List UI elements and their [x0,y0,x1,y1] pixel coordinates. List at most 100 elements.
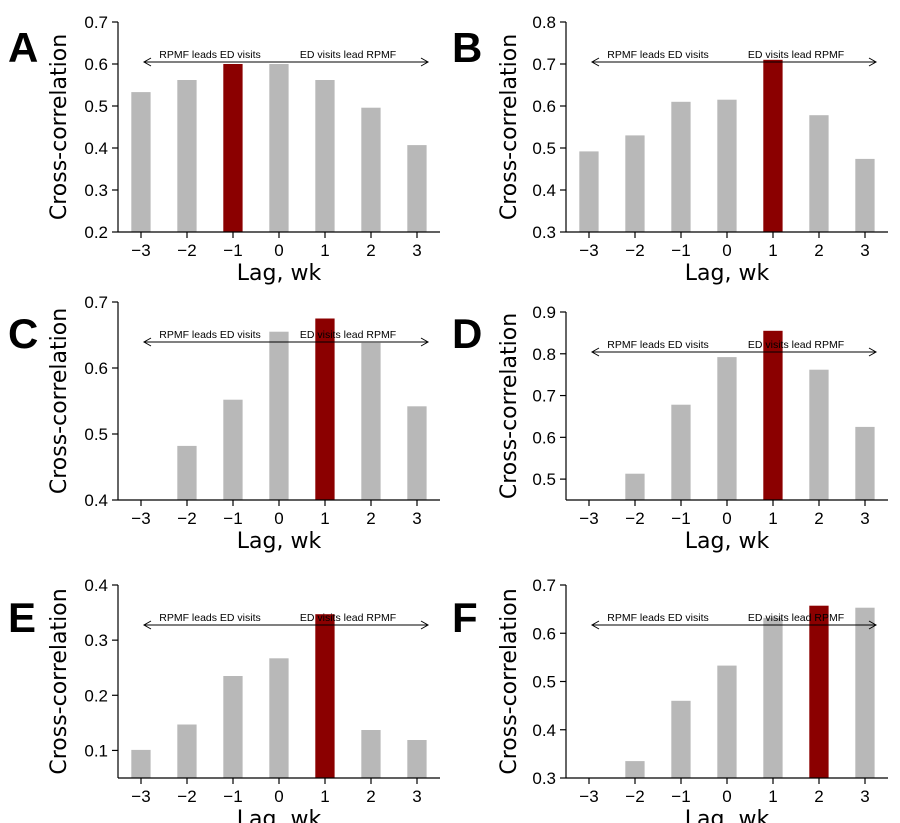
panel-letter: D [452,310,482,357]
y-tick-label: 0.3 [84,631,108,650]
annotation-right-text: ED visits lead RPMF [748,612,844,624]
y-tick-label: 0.7 [84,293,108,312]
bar [223,399,243,500]
x-tick-label: −2 [177,787,196,806]
bar [579,151,599,232]
bar [131,749,151,778]
x-axis-title: Lag, wk [237,807,322,823]
x-tick-label: −2 [177,241,196,260]
x-tick-label: 2 [366,787,375,806]
bar [671,700,691,778]
x-axis-title: Lag, wk [685,807,770,823]
bar [763,617,783,778]
bar-highlight [223,64,243,232]
arrow-head-left [590,347,600,357]
x-tick-label: 2 [814,241,823,260]
bar [671,404,691,500]
x-tick-label: −3 [131,241,150,260]
bar [269,64,289,232]
y-tick-label: 0.3 [532,223,556,242]
y-tick-label: 0.5 [532,470,556,489]
annotation-left-text: RPMF leads ED visits [607,339,709,351]
x-tick-label: −1 [671,787,690,806]
y-tick-label: 0.7 [532,55,556,74]
annotation-left-text: RPMF leads ED visits [159,49,261,61]
y-tick-label: 0.4 [84,576,108,595]
panel-letter: C [8,310,38,357]
annotation-right-text: ED visits lead RPMF [748,49,844,61]
chart-panel-a: A 0.2 0.3 0.4 0.5 0.6 0.7 −3 −2 −1 0 1 2 3 Lag, wk Cros… [8,13,440,286]
y-tick-label: 0.5 [84,425,108,444]
chart-panel-e: E 0.1 0.2 0.3 0.4 −3 −2 −1 0 1 2 3 Lag, wk Cross-corr… [8,576,440,823]
y-tick-label: 0.6 [532,97,556,116]
y-axis-title: Cross-correlation [47,588,72,774]
annotation-left-text: RPMF leads ED visits [159,329,261,341]
y-tick-label: 0.9 [532,303,556,322]
panel-letter: A [8,24,38,71]
x-tick-label: 3 [412,241,421,260]
y-tick-label: 0.4 [532,181,556,200]
y-axis-title: Cross-correlation [47,308,72,494]
y-tick-label: 0.7 [532,387,556,406]
x-tick-label: 1 [320,787,329,806]
x-tick-label: 0 [722,241,731,260]
x-tick-label: 3 [860,509,869,528]
y-tick-label: 0.3 [532,769,556,788]
bar [177,80,197,232]
panel-letter: E [8,594,36,641]
arrow-head-right [420,337,430,347]
arrow-head-left [590,57,600,67]
y-tick-label: 0.5 [532,673,556,692]
bar [625,761,645,778]
x-tick-label: 0 [274,509,283,528]
x-axis-title: Lag, wk [685,261,770,286]
arrow-head-left [142,337,152,347]
x-axis-title: Lag, wk [685,529,770,554]
bar [269,658,289,778]
x-tick-label: 1 [320,241,329,260]
bar [855,607,875,778]
arrow-head-left [590,620,600,630]
chart-panel-d: D 0.5 0.6 0.7 0.8 0.9 −3 −2 −1 0 1 2 3 Lag, wk Cross-c… [452,303,888,554]
bar [315,80,335,232]
y-tick-label: 0.5 [84,97,108,116]
bar [855,158,875,232]
bar-highlight [315,614,335,778]
x-tick-label: 0 [274,787,283,806]
x-tick-label: −1 [223,509,242,528]
y-tick-label: 0.6 [84,55,108,74]
arrow-head-left [142,620,152,630]
annotation-right-text: ED visits lead RPMF [300,612,396,624]
chart-panel-b: B 0.3 0.4 0.5 0.6 0.7 0.8 −3 −2 −1 0 1 2 3 Lag, wk Cros… [452,13,888,286]
arrow-head-right [420,620,430,630]
chart-panel-c: C 0.4 0.5 0.6 0.7 −3 −2 −1 0 1 2 3 Lag, wk Cross-corr… [8,293,440,554]
bar [717,665,737,778]
x-tick-label: −2 [625,787,644,806]
annotation-left-text: RPMF leads ED visits [607,612,709,624]
x-tick-label: −1 [671,509,690,528]
x-tick-label: 1 [320,509,329,528]
y-tick-label: 0.2 [84,686,108,705]
y-tick-label: 0.8 [532,13,556,32]
x-axis-title: Lag, wk [237,261,322,286]
bar [361,730,381,778]
chart-panel-f: F 0.3 0.4 0.5 0.6 0.7 −3 −2 −1 0 1 2 3 Lag, wk Cross-c… [452,576,888,823]
y-axis-title: Cross-correlation [497,588,522,774]
arrow-head-right [868,620,878,630]
x-tick-label: 0 [274,241,283,260]
y-tick-label: 0.4 [84,139,108,158]
x-tick-label: 2 [366,241,375,260]
y-tick-label: 0.3 [84,181,108,200]
bar [361,107,381,232]
arrow-head-left [142,57,152,67]
x-tick-label: −2 [625,241,644,260]
annotation-right-text: ED visits lead RPMF [748,339,844,351]
x-tick-label: 1 [768,509,777,528]
x-tick-label: 1 [768,241,777,260]
x-tick-label: −3 [579,787,598,806]
bar-highlight [763,59,783,232]
annotation-left-text: RPMF leads ED visits [159,612,261,624]
bar [223,676,243,778]
bar [269,331,289,500]
y-tick-label: 0.2 [84,223,108,242]
